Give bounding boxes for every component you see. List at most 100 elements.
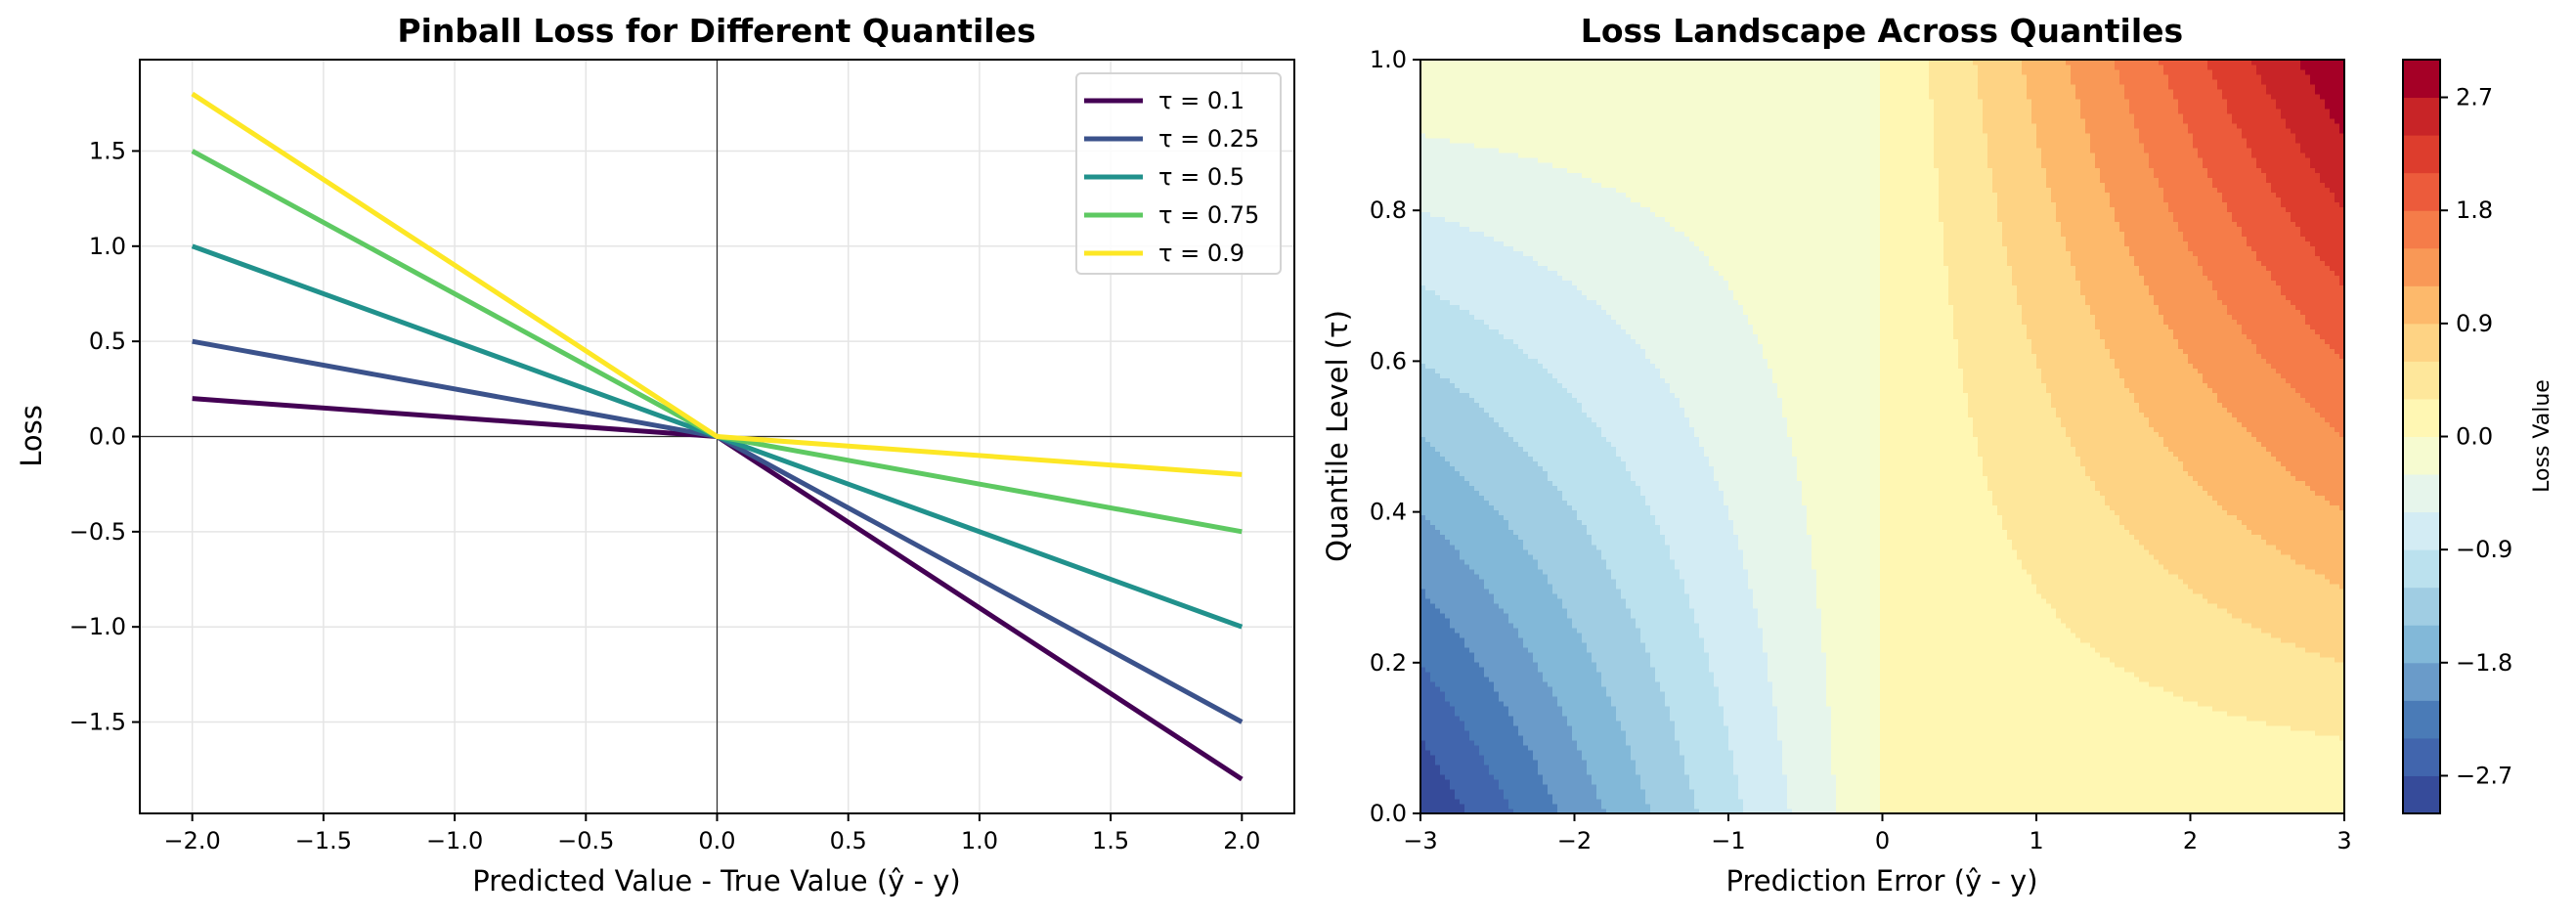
colorbar-tick-label: −2.7 bbox=[2456, 762, 2512, 789]
y-tick-label: 1.5 bbox=[89, 137, 126, 164]
colorbar-tick-label: 0.9 bbox=[2456, 310, 2493, 337]
colorbar-segment bbox=[2403, 587, 2440, 626]
left-x-ticks: −2.0 −1.5 −1.0 −0.5 0.0 0.5 1.0 1.5 2.0 bbox=[164, 813, 1260, 854]
colorbar-segment bbox=[2403, 549, 2440, 589]
contour-band-12 bbox=[1973, 60, 2344, 663]
y-tick-label: 0.0 bbox=[89, 423, 126, 451]
colorbar-tick-label: 0.0 bbox=[2456, 423, 2493, 451]
legend-box bbox=[1075, 72, 1282, 275]
legend-item: τ = 0.5 bbox=[1084, 163, 1244, 191]
right-y-axis-label: Quantile Level (τ) bbox=[1321, 310, 1354, 562]
y-tick-label: 0.8 bbox=[1370, 197, 1407, 224]
colorbar-segment bbox=[2403, 247, 2440, 286]
legend-label: τ = 0.25 bbox=[1158, 125, 1259, 153]
loss-landscape-chart: Loss Landscape Across Quantiles −3 −2 −1 0 1… bbox=[1321, 12, 2554, 897]
x-tick-label: −1.0 bbox=[426, 827, 483, 854]
contour-band-9 bbox=[1420, 60, 1881, 813]
x-tick-label: −2 bbox=[1557, 827, 1592, 854]
x-tick-label: −3 bbox=[1403, 827, 1437, 854]
right-chart-title: Loss Landscape Across Quantiles bbox=[1581, 12, 2183, 50]
right-x-ticks: −3 −2 −1 0 1 2 3 bbox=[1403, 813, 2352, 854]
y-tick-label: 0.4 bbox=[1370, 499, 1407, 526]
contour-band-17 bbox=[2207, 60, 2344, 285]
y-tick-label: −1.0 bbox=[69, 613, 126, 640]
colorbar bbox=[2403, 60, 2440, 814]
x-tick-label: 2 bbox=[2183, 827, 2198, 854]
contour-band-15 bbox=[2115, 60, 2344, 438]
legend-label: τ = 0.1 bbox=[1158, 87, 1244, 114]
y-tick-label: 0.0 bbox=[1370, 800, 1407, 827]
y-tick-label: 0.5 bbox=[89, 328, 126, 355]
contour-band-0 bbox=[1420, 739, 1465, 813]
legend-label: τ = 0.9 bbox=[1158, 240, 1244, 267]
legend-item: τ = 0.1 bbox=[1084, 87, 1244, 114]
contour-band-18 bbox=[2251, 60, 2344, 207]
contour-band-8 bbox=[1420, 133, 1837, 813]
contour-band-4 bbox=[1420, 436, 1651, 813]
y-tick-label: 0.2 bbox=[1370, 649, 1407, 677]
colorbar-segment bbox=[2403, 775, 2440, 814]
x-tick-label: 0.5 bbox=[830, 827, 867, 854]
right-y-ticks: 0.0 0.2 0.4 0.6 0.8 1.0 bbox=[1370, 46, 1420, 827]
colorbar-label: Loss Value bbox=[2530, 379, 2554, 493]
colorbar-segment bbox=[2403, 436, 2440, 475]
left-y-ticks: −1.5 −1.0 −0.5 0.0 0.5 1.0 1.5 bbox=[69, 137, 140, 736]
legend: τ = 0.1 τ = 0.25 τ = 0.5 τ = 0.75 τ = 0.9 bbox=[1075, 72, 1282, 275]
legend-item: τ = 0.25 bbox=[1084, 125, 1259, 153]
contour-field bbox=[1420, 60, 2344, 813]
x-tick-label: 0 bbox=[1875, 827, 1890, 854]
contour-band-5 bbox=[1420, 363, 1700, 813]
legend-item: τ = 0.75 bbox=[1084, 201, 1259, 229]
contour-band-16 bbox=[2159, 60, 2344, 359]
legend-label: τ = 0.5 bbox=[1158, 163, 1244, 191]
contour-band-19 bbox=[2300, 60, 2344, 134]
colorbar-segment bbox=[2403, 97, 2440, 136]
colorbar-segment bbox=[2403, 172, 2440, 211]
left-chart-title: Pinball Loss for Different Quantiles bbox=[397, 12, 1035, 50]
x-tick-label: 1.5 bbox=[1092, 827, 1129, 854]
colorbar-tick-label: −1.8 bbox=[2456, 649, 2512, 677]
colorbar-segment bbox=[2403, 398, 2440, 437]
y-tick-label: −1.5 bbox=[69, 709, 126, 736]
colorbar-segment bbox=[2403, 323, 2440, 362]
x-tick-label: −2.0 bbox=[164, 827, 221, 854]
contour-band-10 bbox=[1880, 60, 2344, 813]
contour-band-13 bbox=[2022, 60, 2344, 590]
x-tick-label: −0.5 bbox=[557, 827, 614, 854]
contour-band-6 bbox=[1420, 284, 1744, 813]
right-x-axis-label: Prediction Error (ŷ - y) bbox=[1725, 864, 2037, 897]
x-tick-label: 1 bbox=[2029, 827, 2043, 854]
colorbar-ticks: −2.7 −1.8 −0.9 0.0 0.9 1.8 2.7 bbox=[2440, 84, 2512, 789]
colorbar-segment bbox=[2403, 474, 2440, 513]
x-tick-label: 1.0 bbox=[961, 827, 998, 854]
contour-band-1 bbox=[1420, 666, 1514, 813]
contour-band-7 bbox=[1420, 211, 1793, 813]
series-line-tau-0_9 bbox=[191, 91, 1243, 477]
colorbar-segment bbox=[2403, 285, 2440, 325]
colorbar-segment bbox=[2403, 135, 2440, 174]
x-tick-label: 3 bbox=[2336, 827, 2351, 854]
y-tick-label: 1.0 bbox=[89, 233, 126, 260]
x-tick-label: 0.0 bbox=[698, 827, 735, 854]
pinball-loss-chart: Pinball Loss for Different Quantiles −2.… bbox=[15, 12, 1295, 897]
x-tick-label: −1 bbox=[1711, 827, 1745, 854]
contour-band-11 bbox=[1929, 60, 2344, 741]
y-tick-label: −0.5 bbox=[69, 518, 126, 546]
colorbar-segment bbox=[2403, 662, 2440, 701]
x-tick-label: −1.5 bbox=[295, 827, 352, 854]
legend-label: τ = 0.75 bbox=[1158, 201, 1259, 229]
left-y-axis-label: Loss bbox=[15, 405, 48, 467]
left-series-lines bbox=[191, 91, 1244, 782]
colorbar-segment bbox=[2403, 60, 2440, 99]
colorbar-segment bbox=[2403, 511, 2440, 550]
contour-band-2 bbox=[1420, 588, 1558, 813]
y-tick-label: 1.0 bbox=[1370, 46, 1407, 73]
colorbar-tick-label: 2.7 bbox=[2456, 84, 2493, 111]
colorbar-segment bbox=[2403, 700, 2440, 739]
x-tick-label: 2.0 bbox=[1223, 827, 1260, 854]
colorbar-segment bbox=[2403, 361, 2440, 400]
left-x-axis-label: Predicted Value - True Value (ŷ - y) bbox=[472, 864, 960, 897]
contour-band-3 bbox=[1420, 514, 1607, 813]
y-tick-label: 0.6 bbox=[1370, 347, 1407, 374]
